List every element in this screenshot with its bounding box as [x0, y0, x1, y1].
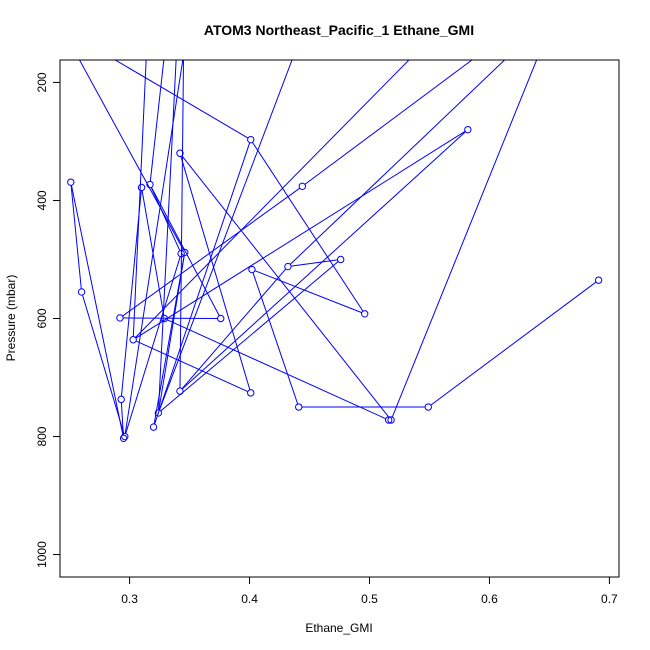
data-point — [181, 248, 189, 257]
chart-title: ATOM3 Northeast_Pacific_1 Ethane_GMI — [204, 22, 474, 38]
data-point — [146, 180, 154, 189]
data-point — [387, 416, 395, 424]
offscreen-segment — [114, 60, 249, 139]
data-point — [154, 409, 163, 417]
series-segment — [70, 185, 124, 436]
series-segment — [181, 155, 390, 418]
series-segment — [291, 259, 338, 267]
series-segment — [123, 317, 218, 319]
series-segment — [158, 255, 185, 410]
series-segment — [151, 187, 220, 316]
data-point — [117, 395, 125, 404]
x-tick-label: 0.6 — [481, 592, 498, 606]
series-segment — [135, 130, 466, 339]
offscreen-segment — [179, 60, 185, 388]
x-axis-label: Ethane_GMI — [305, 621, 372, 635]
data-point — [119, 434, 128, 443]
x-tick-label: 0.3 — [121, 592, 138, 606]
offscreen-segment — [149, 60, 165, 182]
series-segment — [150, 187, 181, 251]
data-point — [116, 314, 124, 322]
y-tick-label: 200 — [35, 72, 49, 92]
series-segment — [167, 319, 386, 420]
data-point — [160, 314, 169, 323]
series-segment — [252, 272, 299, 405]
series-lines — [70, 60, 597, 436]
y-tick-label: 1000 — [35, 541, 49, 568]
data-point — [67, 178, 75, 186]
offscreen-segment — [78, 60, 184, 250]
data-point — [284, 262, 292, 271]
data-point — [77, 288, 86, 296]
x-tick-label: 0.4 — [241, 592, 258, 606]
offscreen-segment — [159, 60, 293, 411]
data-point — [295, 403, 303, 411]
data-point — [384, 416, 393, 424]
series-segment — [122, 187, 301, 317]
x-tick-label: 0.7 — [601, 592, 618, 606]
data-point — [217, 314, 225, 323]
data-point — [336, 255, 345, 264]
data-point — [298, 182, 307, 190]
offscreen-segment — [289, 60, 506, 265]
data-point — [247, 135, 255, 144]
series-segment — [252, 142, 364, 312]
series-segment — [120, 190, 142, 397]
data-point — [177, 249, 185, 258]
series-segment — [430, 281, 597, 406]
y-axis-label: Pressure (mbar) — [4, 275, 18, 362]
data-point — [594, 276, 603, 284]
y-tick-label: 800 — [35, 426, 49, 446]
data-point — [149, 423, 158, 431]
series-points — [67, 125, 603, 443]
data-point — [360, 310, 369, 318]
y-tick-label: 600 — [35, 308, 49, 328]
data-point — [137, 183, 146, 192]
offscreen-segment — [304, 60, 473, 185]
y-axis: 200 400 600 800 1000 — [35, 72, 61, 568]
data-point — [176, 387, 184, 395]
series-segment — [82, 294, 125, 434]
offscreen-segment — [124, 60, 184, 434]
series-segment — [160, 261, 339, 412]
offscreen-segment — [158, 60, 177, 410]
data-point — [121, 432, 129, 441]
series-segment — [180, 156, 251, 390]
offscreen-segment — [132, 60, 147, 337]
data-point — [424, 403, 432, 411]
offscreen-segment — [135, 60, 410, 338]
series-segment — [135, 340, 249, 393]
x-axis: 0.3 0.4 0.5 0.6 0.7 — [121, 576, 618, 606]
series-segment — [181, 268, 287, 390]
series-segment — [254, 270, 362, 314]
data-point — [464, 125, 472, 134]
series-segment — [125, 256, 181, 434]
series-segment — [70, 185, 82, 289]
y-tick-label: 400 — [35, 190, 49, 210]
x-tick-label: 0.5 — [361, 592, 378, 606]
data-point — [247, 389, 255, 397]
data-point — [176, 149, 184, 157]
series-segment — [181, 131, 466, 390]
data-point — [129, 336, 137, 344]
plot-area — [59, 59, 620, 578]
data-point — [248, 265, 256, 274]
offscreen-segment — [391, 60, 538, 418]
